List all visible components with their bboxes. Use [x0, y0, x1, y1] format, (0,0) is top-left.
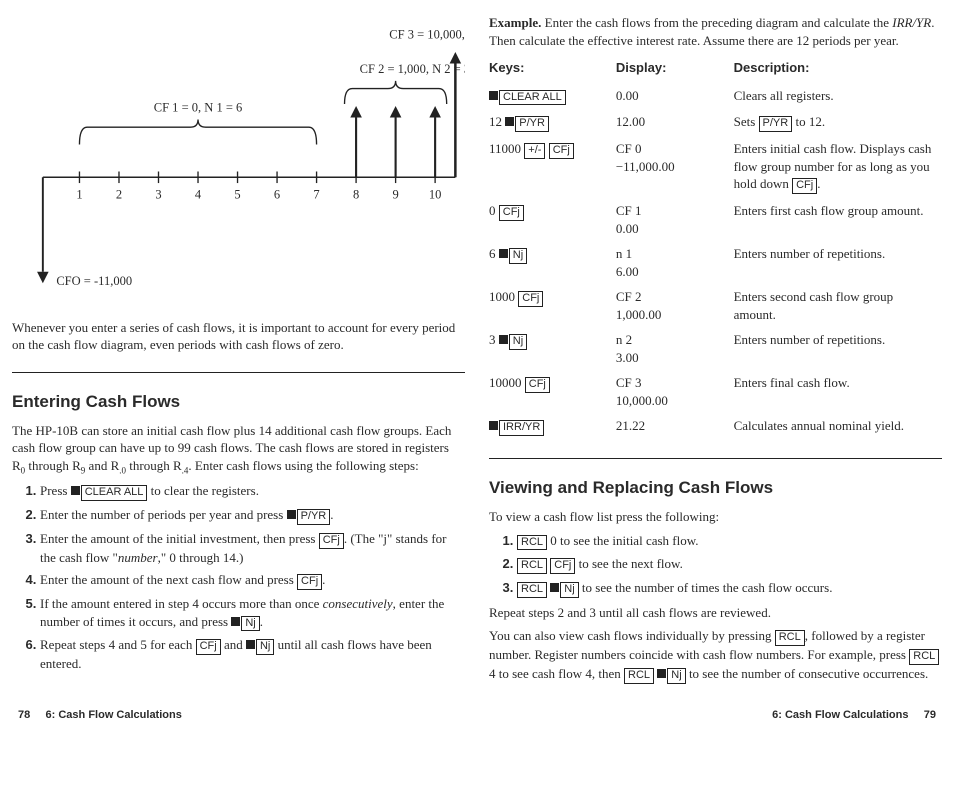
section-rule-2: [489, 458, 942, 459]
table-row: 1000 CFjCF 2 1,000.00Enters second cash …: [489, 284, 942, 327]
shift-key-icon: [499, 335, 508, 344]
chapter-label-right: 6: Cash Flow Calculations: [772, 709, 908, 721]
svg-text:10: 10: [429, 187, 442, 201]
key-cfj: CFj: [518, 291, 543, 307]
svg-text:CF 1 = 0, N 1 = 6: CF 1 = 0, N 1 = 6: [154, 101, 243, 115]
page-number-right: 79: [924, 709, 936, 721]
svg-text:8: 8: [353, 187, 359, 201]
shift-key-icon: [489, 91, 498, 100]
key-nj: Nj: [667, 668, 685, 684]
shift-key-icon: [231, 617, 240, 626]
table-row: 6 Njn 1 6.00Enters number of repetitions…: [489, 241, 942, 284]
svg-text:6: 6: [274, 187, 280, 201]
table-row: 10000 CFjCF 3 10,000.00Enters final cash…: [489, 370, 942, 413]
key-p-yr: P/YR: [515, 116, 549, 132]
table-row: 12 P/YR12.00Sets P/YR to 12.: [489, 109, 942, 136]
key-nj: Nj: [241, 616, 259, 632]
col-description: Description:: [734, 55, 942, 83]
key-nj: Nj: [509, 248, 527, 264]
col-display: Display:: [616, 55, 734, 83]
key-cfj: CFj: [792, 178, 817, 194]
col-keys: Keys:: [489, 55, 616, 83]
shift-key-icon: [657, 669, 666, 678]
key-p-yr: P/YR: [297, 509, 331, 525]
svg-text:9: 9: [392, 187, 398, 201]
key-nj: Nj: [509, 334, 527, 350]
svg-text:CFO = -11,000: CFO = -11,000: [56, 274, 132, 288]
page-number-left: 78: [18, 709, 30, 721]
table-row: 11000 +/- CFjCF 0 −11,000.00Enters initi…: [489, 136, 942, 198]
entering-heading: Entering Cash Flows: [12, 391, 465, 414]
intro-paragraph: The HP-10B can store an initial cash flo…: [12, 422, 465, 477]
shift-key-icon: [505, 117, 514, 126]
svg-text:4: 4: [195, 187, 202, 201]
key--: +/-: [524, 143, 545, 159]
view-intro: To view a cash flow list press the follo…: [489, 508, 942, 526]
step-item: If the amount entered in step 4 occurs m…: [40, 595, 465, 631]
key-rcl: RCL: [624, 668, 654, 684]
step-item: Enter the amount of the next cash flow a…: [40, 571, 465, 590]
shift-key-icon: [499, 249, 508, 258]
key-cfj: CFj: [319, 533, 344, 549]
key-irr-yr: IRR/YR: [499, 420, 544, 436]
whenever-paragraph: Whenever you enter a series of cash flow…: [12, 319, 465, 354]
key-cfj: CFj: [550, 558, 575, 574]
view-step-item: RCL 0 to see the initial cash flow.: [517, 532, 942, 551]
table-row: 3 Njn 2 3.00Enters number of repetitions…: [489, 327, 942, 370]
page-spread: 1 2 3 4 5 6 7 8 9 10 CFO = -11,000 CF 1 = 0, N 1 = …: [0, 0, 954, 694]
chapter-label: 6: Cash Flow Calculations: [46, 709, 182, 721]
key-clear-all: CLEAR ALL: [81, 485, 148, 501]
viewing-steps-list: RCL 0 to see the initial cash flow.RCL C…: [489, 532, 942, 598]
key-rcl: RCL: [517, 558, 547, 574]
key-rcl: RCL: [517, 582, 547, 598]
key-p-yr: P/YR: [759, 116, 793, 132]
view-para-2: You can also view cash flows individuall…: [489, 627, 942, 683]
table-row: 0 CFjCF 1 0.00Enters first cash flow gro…: [489, 198, 942, 241]
entering-steps-list: Press CLEAR ALL to clear the registers. E…: [12, 482, 465, 672]
page-footer: 78 6: Cash Flow Calculations 6: Cash Flo…: [0, 694, 954, 731]
key-rcl: RCL: [775, 630, 805, 646]
repeat-paragraph: Repeat steps 2 and 3 until all cash flow…: [489, 604, 942, 622]
example-paragraph: Example. Enter the cash flows from the p…: [489, 14, 942, 49]
svg-text:2: 2: [116, 187, 122, 201]
svg-text:1: 1: [76, 187, 82, 201]
step-item: Enter the number of periods per year and…: [40, 506, 465, 525]
key-clear-all: CLEAR ALL: [499, 90, 566, 106]
viewing-heading: Viewing and Replacing Cash Flows: [489, 477, 942, 500]
right-column: Example. Enter the cash flows from the p…: [489, 8, 942, 690]
section-rule: [12, 372, 465, 373]
step-item: Press CLEAR ALL to clear the registers.: [40, 482, 465, 501]
shift-key-icon: [246, 640, 255, 649]
svg-text:5: 5: [234, 187, 240, 201]
shift-key-icon: [489, 421, 498, 430]
cash-flow-diagram: 1 2 3 4 5 6 7 8 9 10 CFO = -11,000 CF 1 = 0, N 1 = …: [12, 8, 465, 308]
shift-key-icon: [71, 486, 80, 495]
shift-key-icon: [287, 510, 296, 519]
key-cfj: CFj: [499, 205, 524, 221]
view-step-item: RCL CFj to see the next flow.: [517, 555, 942, 574]
table-row: CLEAR ALL0.00Clears all registers.: [489, 83, 942, 110]
svg-text:3: 3: [155, 187, 161, 201]
key-cfj: CFj: [549, 143, 574, 159]
key-cfj: CFj: [297, 574, 322, 590]
key-nj: Nj: [560, 582, 578, 598]
view-step-item: RCL Nj to see the number of times the ca…: [517, 579, 942, 598]
step-item: Repeat steps 4 and 5 for each CFj and Nj…: [40, 636, 465, 672]
key-cfj: CFj: [196, 639, 221, 655]
key-cfj: CFj: [525, 377, 550, 393]
svg-text:CF 3 = 10,000, N 3 = 1: CF 3 = 10,000, N 3 = 1: [389, 27, 465, 41]
step-item: Enter the amount of the initial investme…: [40, 530, 465, 566]
left-column: 1 2 3 4 5 6 7 8 9 10 CFO = -11,000 CF 1 = 0, N 1 = …: [12, 8, 465, 690]
svg-text:7: 7: [313, 187, 319, 201]
example-table: Keys: Display: Description: CLEAR ALL0.0…: [489, 55, 942, 440]
shift-key-icon: [550, 583, 559, 592]
svg-text:CF 2 = 1,000, N 2 = 3: CF 2 = 1,000, N 2 = 3: [360, 62, 465, 76]
key-rcl: RCL: [517, 535, 547, 551]
key-rcl: RCL: [909, 649, 939, 665]
table-row: IRR/YR21.22Calculates annual nominal yie…: [489, 413, 942, 440]
key-nj: Nj: [256, 639, 274, 655]
